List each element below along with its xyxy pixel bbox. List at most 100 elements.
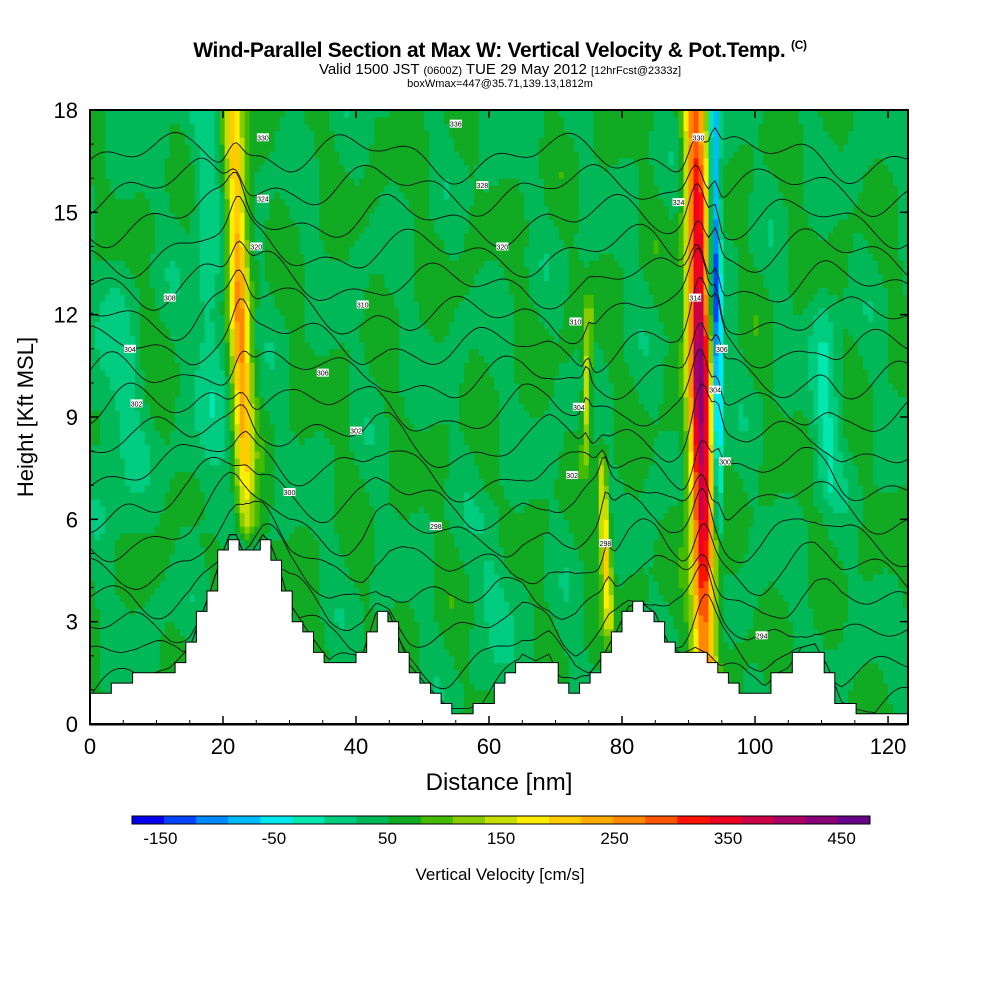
velocity-cell bbox=[294, 444, 301, 452]
velocity-cell bbox=[149, 587, 156, 595]
velocity-cell bbox=[119, 150, 126, 159]
velocity-cell bbox=[229, 225, 236, 234]
velocity-cell bbox=[279, 362, 286, 370]
velocity-cell bbox=[139, 628, 146, 636]
velocity-cell bbox=[339, 417, 345, 425]
velocity-cell bbox=[114, 628, 121, 636]
velocity-cell bbox=[254, 205, 261, 213]
velocity-cell bbox=[94, 621, 101, 630]
velocity-cell bbox=[94, 382, 101, 391]
velocity-cell bbox=[184, 382, 191, 391]
velocity-cell bbox=[334, 546, 340, 555]
velocity-cell bbox=[139, 280, 146, 288]
velocity-cell bbox=[274, 266, 281, 275]
velocity-cell bbox=[149, 478, 156, 486]
velocity-cell bbox=[364, 553, 370, 561]
velocity-cell bbox=[244, 130, 251, 138]
velocity-cell bbox=[349, 471, 355, 479]
velocity-cell bbox=[344, 287, 350, 295]
velocity-cell bbox=[189, 294, 196, 302]
velocity-cell bbox=[279, 205, 286, 213]
velocity-cell bbox=[149, 232, 156, 241]
velocity-cell bbox=[214, 451, 221, 459]
velocity-cell bbox=[249, 294, 256, 302]
velocity-cell bbox=[244, 314, 251, 323]
velocity-cell bbox=[259, 451, 266, 459]
velocity-cell bbox=[114, 498, 121, 507]
velocity-cell bbox=[229, 171, 236, 179]
velocity-cell bbox=[309, 355, 316, 364]
velocity-cell bbox=[339, 396, 345, 404]
velocity-cell bbox=[224, 457, 231, 466]
velocity-cell bbox=[259, 164, 266, 172]
velocity-cell bbox=[179, 526, 186, 534]
velocity-cell bbox=[309, 410, 316, 418]
velocity-cell bbox=[134, 144, 141, 152]
velocity-cell bbox=[90, 594, 96, 602]
velocity-cell bbox=[219, 423, 226, 432]
velocity-cell bbox=[94, 355, 101, 364]
velocity-cell bbox=[104, 628, 111, 636]
velocity-cell bbox=[254, 471, 261, 479]
velocity-cell bbox=[209, 157, 216, 166]
velocity-cell bbox=[114, 492, 121, 500]
velocity-cell bbox=[259, 225, 266, 234]
velocity-cell bbox=[324, 560, 331, 568]
velocity-cell bbox=[119, 164, 126, 172]
velocity-cell bbox=[109, 301, 116, 309]
velocity-cell bbox=[269, 212, 276, 220]
velocity-cell bbox=[279, 335, 286, 343]
velocity-cell bbox=[344, 294, 350, 302]
velocity-cell bbox=[169, 471, 176, 479]
velocity-cell bbox=[249, 376, 256, 384]
velocity-cell bbox=[339, 335, 345, 343]
velocity-cell bbox=[124, 451, 131, 459]
velocity-cell bbox=[299, 266, 306, 275]
velocity-cell bbox=[254, 321, 261, 329]
velocity-cell bbox=[139, 335, 146, 343]
velocity-cell bbox=[199, 403, 206, 411]
velocity-cell bbox=[169, 526, 176, 534]
velocity-cell bbox=[269, 437, 276, 445]
velocity-cell bbox=[174, 471, 181, 479]
velocity-cell bbox=[154, 219, 161, 227]
velocity-cell bbox=[144, 417, 151, 425]
velocity-cell bbox=[249, 457, 256, 466]
velocity-cell bbox=[354, 144, 360, 152]
velocity-cell bbox=[134, 239, 141, 248]
velocity-cell bbox=[204, 567, 211, 575]
velocity-cell bbox=[229, 532, 236, 541]
velocity-cell bbox=[344, 335, 350, 343]
velocity-cell bbox=[159, 369, 166, 377]
velocity-cell bbox=[104, 410, 111, 418]
velocity-cell bbox=[199, 376, 206, 384]
velocity-cell bbox=[204, 457, 211, 466]
velocity-cell bbox=[274, 403, 281, 411]
velocity-cell bbox=[319, 314, 326, 323]
velocity-cell bbox=[149, 430, 156, 439]
velocity-cell bbox=[179, 628, 186, 636]
velocity-cell bbox=[104, 683, 111, 691]
velocity-cell bbox=[149, 110, 156, 118]
velocity-cell bbox=[239, 130, 246, 138]
velocity-cell bbox=[284, 430, 291, 439]
velocity-cell bbox=[109, 396, 116, 404]
velocity-cell bbox=[299, 185, 306, 193]
velocity-cell bbox=[209, 212, 216, 220]
velocity-cell bbox=[109, 171, 116, 179]
velocity-cell bbox=[159, 594, 166, 602]
velocity-cell bbox=[189, 417, 196, 425]
velocity-cell bbox=[164, 614, 171, 623]
velocity-cell bbox=[304, 471, 311, 479]
velocity-cell bbox=[219, 444, 226, 452]
velocity-cell bbox=[239, 512, 246, 520]
velocity-cell bbox=[139, 266, 146, 275]
velocity-cell bbox=[354, 150, 360, 159]
velocity-cell bbox=[149, 457, 156, 466]
velocity-cell bbox=[119, 621, 126, 630]
velocity-cell bbox=[349, 150, 355, 159]
velocity-cell bbox=[234, 341, 241, 350]
velocity-cell bbox=[184, 335, 191, 343]
velocity-cell bbox=[269, 164, 276, 172]
velocity-cell bbox=[124, 628, 131, 636]
